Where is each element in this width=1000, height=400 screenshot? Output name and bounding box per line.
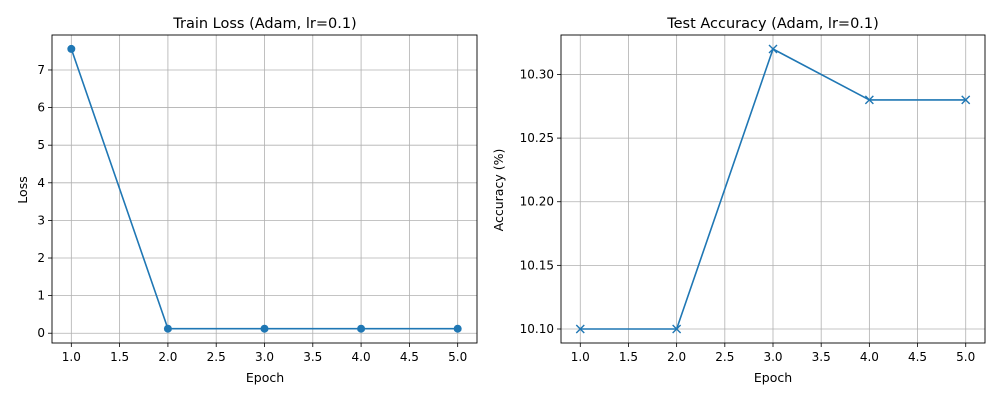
data-point xyxy=(864,95,874,105)
x-tick-label: 4.0 xyxy=(352,350,371,364)
grid-lines xyxy=(52,35,477,343)
x-tick-label: 2.0 xyxy=(667,350,686,364)
x-tick-label: 1.5 xyxy=(619,350,638,364)
x-tick-label: 3.0 xyxy=(763,350,782,364)
x-tick-label: 2.5 xyxy=(715,350,734,364)
x-axis-label: Epoch xyxy=(246,370,284,385)
y-tick-label: 10.15 xyxy=(520,258,554,272)
plot-frame xyxy=(560,34,986,344)
x-tick-label: 2.0 xyxy=(158,350,177,364)
y-tick-label: 1 xyxy=(37,289,45,303)
y-tick-label: 10.10 xyxy=(520,322,554,336)
data-point xyxy=(260,324,269,333)
x-tick-label: 2.5 xyxy=(207,350,226,364)
y-tick-label: 2 xyxy=(37,251,45,265)
x-tick-label: 5.0 xyxy=(448,350,467,364)
y-tick-label: 10.30 xyxy=(520,67,554,81)
chart-title: Test Accuracy (Adam, lr=0.1) xyxy=(666,16,879,32)
y-tick-label: 5 xyxy=(37,138,45,152)
chart-title: Train Loss (Adam, lr=0.1) xyxy=(172,16,356,32)
x-tick-label: 5.0 xyxy=(956,350,975,364)
data-point xyxy=(961,95,971,105)
x-tick-label: 1.5 xyxy=(110,350,129,364)
train-loss-panel: Train Loss (Adam, lr=0.1) Epoch Loss 1.0… xyxy=(15,16,478,385)
y-axis-label: Accuracy (%) xyxy=(491,149,506,232)
data-point xyxy=(453,324,462,333)
x-tick-label: 1.0 xyxy=(62,350,81,364)
data-point xyxy=(67,44,76,53)
data-point xyxy=(768,44,778,54)
y-tick-label: 10.20 xyxy=(520,195,554,209)
x-tick-label: 3.0 xyxy=(255,350,274,364)
grid-lines xyxy=(561,35,985,343)
y-tick-label: 0 xyxy=(37,326,45,340)
x-tick-label: 3.5 xyxy=(303,350,322,364)
y-tick-label: 4 xyxy=(37,176,45,190)
data-point xyxy=(357,324,366,333)
y-tick-label: 3 xyxy=(37,213,45,227)
data-point xyxy=(163,324,172,333)
x-tick-label: 4.5 xyxy=(400,350,419,364)
x-tick-label: 4.5 xyxy=(908,350,927,364)
plot-frame xyxy=(51,34,478,344)
x-tick-label: 1.0 xyxy=(571,350,590,364)
data-point xyxy=(575,324,585,334)
x-tick-label: 3.5 xyxy=(812,350,831,364)
data-point xyxy=(672,324,682,334)
y-axis-label: Loss xyxy=(15,176,30,203)
x-tick-label: 4.0 xyxy=(860,350,879,364)
y-tick-label: 6 xyxy=(37,101,45,115)
x-axis-label: Epoch xyxy=(754,370,792,385)
y-tick-label: 10.25 xyxy=(520,131,554,145)
test-accuracy-panel: Test Accuracy (Adam, lr=0.1) Epoch Accur… xyxy=(491,16,986,385)
y-tick-label: 7 xyxy=(37,63,45,77)
